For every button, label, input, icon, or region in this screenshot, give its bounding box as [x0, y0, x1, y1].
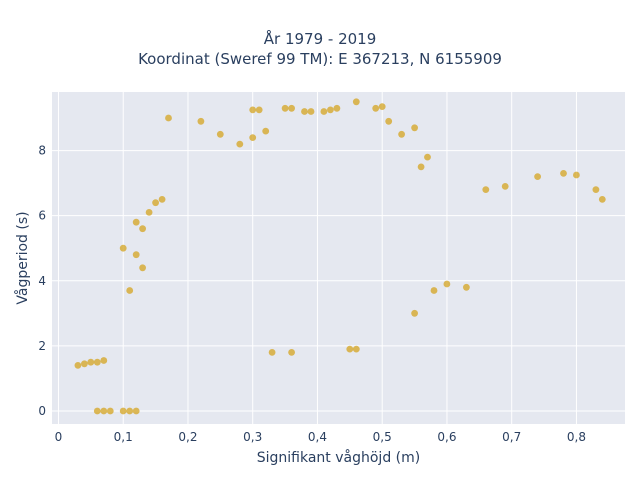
data-point	[352, 345, 360, 353]
data-point	[598, 196, 606, 203]
data-point	[87, 358, 95, 366]
data-point	[139, 264, 147, 272]
data-point	[501, 183, 509, 190]
y-axis-title: Vågperiod (s)	[14, 211, 31, 304]
data-point	[126, 287, 134, 294]
data-point	[145, 209, 153, 216]
data-point	[132, 407, 140, 415]
data-point	[463, 283, 470, 291]
data-point	[119, 244, 127, 252]
data-point	[126, 407, 134, 415]
x-tick-label: 0,5	[373, 430, 392, 444]
data-point	[443, 280, 451, 288]
data-point	[255, 106, 263, 114]
chart-title-line-2: Koordinat (Sweref 99 TM): E 367213, N 61…	[138, 50, 502, 68]
data-point	[482, 186, 490, 194]
grid-lines	[52, 92, 625, 424]
x-tick-label: 0,2	[178, 430, 197, 444]
data-point	[93, 358, 101, 366]
tick-labels: 0 0,1 0,2 0,3 0,4 0,5 0,6 0,7 0,8 0 2 4 6 8	[38, 144, 586, 444]
data-point	[411, 124, 418, 132]
data-point	[93, 407, 101, 415]
data-points	[74, 98, 606, 415]
data-point	[430, 287, 438, 294]
data-point	[268, 349, 276, 356]
data-point	[81, 360, 88, 368]
data-point	[262, 127, 270, 135]
data-point	[424, 153, 431, 161]
data-point	[132, 251, 140, 259]
data-point	[307, 108, 315, 115]
data-point	[573, 171, 580, 179]
data-point	[333, 104, 341, 112]
y-tick-label: 8	[38, 144, 46, 158]
data-point	[385, 117, 393, 125]
data-point	[411, 309, 418, 317]
data-point	[288, 349, 295, 356]
data-point	[352, 98, 360, 106]
data-point	[327, 106, 334, 114]
y-tick-label: 0	[38, 404, 46, 418]
data-point	[139, 225, 147, 233]
data-point	[74, 362, 82, 369]
data-point	[378, 103, 386, 110]
x-tick-label: 0,3	[243, 430, 262, 444]
plot-area	[52, 92, 625, 424]
data-point	[288, 104, 295, 112]
data-point	[592, 186, 600, 194]
data-point	[106, 407, 114, 415]
data-point	[249, 106, 257, 114]
x-tick-label: 0,4	[308, 430, 327, 444]
data-point	[119, 407, 127, 415]
data-point	[165, 114, 172, 122]
data-point	[158, 196, 166, 203]
data-point	[152, 199, 160, 207]
data-point	[236, 140, 244, 148]
data-point	[301, 108, 308, 115]
y-tick-label: 6	[38, 209, 46, 223]
data-point	[398, 130, 405, 138]
data-point	[320, 108, 328, 115]
x-tick-label: 0	[55, 430, 63, 444]
x-tick-label: 0,7	[502, 430, 521, 444]
data-point	[100, 357, 108, 364]
data-point	[372, 104, 380, 112]
data-point	[417, 163, 425, 171]
data-point	[249, 134, 257, 142]
data-point	[560, 170, 567, 177]
data-point	[216, 130, 224, 138]
x-axis-title: Signifikant våghöjd (m)	[257, 449, 420, 466]
y-tick-label: 4	[38, 274, 46, 288]
data-point	[534, 173, 541, 181]
chart-title-line-1: År 1979 - 2019	[263, 30, 377, 48]
y-tick-label: 2	[38, 339, 46, 353]
data-point	[346, 345, 354, 353]
data-point	[132, 218, 140, 226]
x-tick-label: 0,1	[114, 430, 133, 444]
x-tick-label: 0,8	[567, 430, 586, 444]
x-tick-label: 0,6	[437, 430, 456, 444]
data-point	[281, 104, 289, 112]
data-point	[197, 117, 205, 125]
data-point	[100, 407, 108, 415]
